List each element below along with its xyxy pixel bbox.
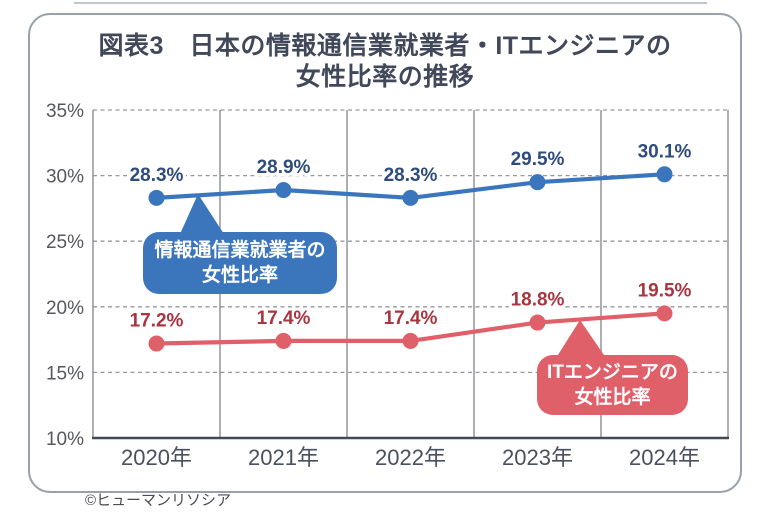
chart-title-line2: 女性比率の推移 <box>295 63 475 91</box>
data-point <box>529 314 546 331</box>
y-tick-label: 25% <box>46 232 84 253</box>
data-point <box>529 174 546 191</box>
x-tick-label: 2022年 <box>375 445 446 470</box>
data-label: 18.8% <box>511 290 565 311</box>
copyright-credit: ©ヒューマンリソシア <box>85 492 232 509</box>
data-label: 30.1% <box>638 141 692 162</box>
data-point <box>275 182 292 199</box>
callout-blue-series: 情報通信業就業者の 女性比率 <box>143 232 337 294</box>
x-tick-label: 2023年 <box>502 445 573 470</box>
y-tick-label: 20% <box>46 298 84 319</box>
y-tick-label: 15% <box>46 363 84 384</box>
callout-pointer-red <box>556 320 606 358</box>
chart-title: 図表3 日本の情報通信業就業者・ITエンジニアの 女性比率の推移 <box>30 31 740 93</box>
data-label: 19.5% <box>638 280 692 301</box>
chart-title-line1: 図表3 日本の情報通信業就業者・ITエンジニアの <box>98 32 672 60</box>
callout-red-line1: ITエンジニアの <box>547 362 678 383</box>
data-point <box>656 305 673 322</box>
data-point <box>148 189 165 206</box>
callout-blue-line1: 情報通信業就業者の <box>154 240 326 261</box>
data-label: 28.3% <box>130 165 184 186</box>
data-point <box>402 189 419 206</box>
data-label: 29.5% <box>511 149 565 170</box>
data-point <box>275 332 292 349</box>
data-label: 28.3% <box>384 165 438 186</box>
data-label: 17.4% <box>384 308 438 329</box>
data-point <box>148 335 165 352</box>
y-tick-label: 10% <box>46 429 84 450</box>
callout-red-series: ITエンジニアの 女性比率 <box>537 355 688 415</box>
data-label: 17.4% <box>257 308 311 329</box>
data-point <box>402 332 419 349</box>
data-label: 17.2% <box>130 311 184 332</box>
data-label: 28.9% <box>257 157 311 178</box>
x-tick-label: 2020年 <box>121 445 192 470</box>
cropped-top-artifact-line <box>74 2 707 4</box>
y-tick-label: 35% <box>46 101 84 122</box>
data-point <box>656 166 673 183</box>
callout-red-line2: 女性比率 <box>574 387 651 408</box>
callout-pointer-blue <box>180 194 224 234</box>
x-tick-label: 2024年 <box>629 445 700 470</box>
callout-blue-line2: 女性比率 <box>201 265 278 286</box>
y-tick-label: 30% <box>46 167 84 188</box>
x-tick-label: 2021年 <box>248 445 319 470</box>
